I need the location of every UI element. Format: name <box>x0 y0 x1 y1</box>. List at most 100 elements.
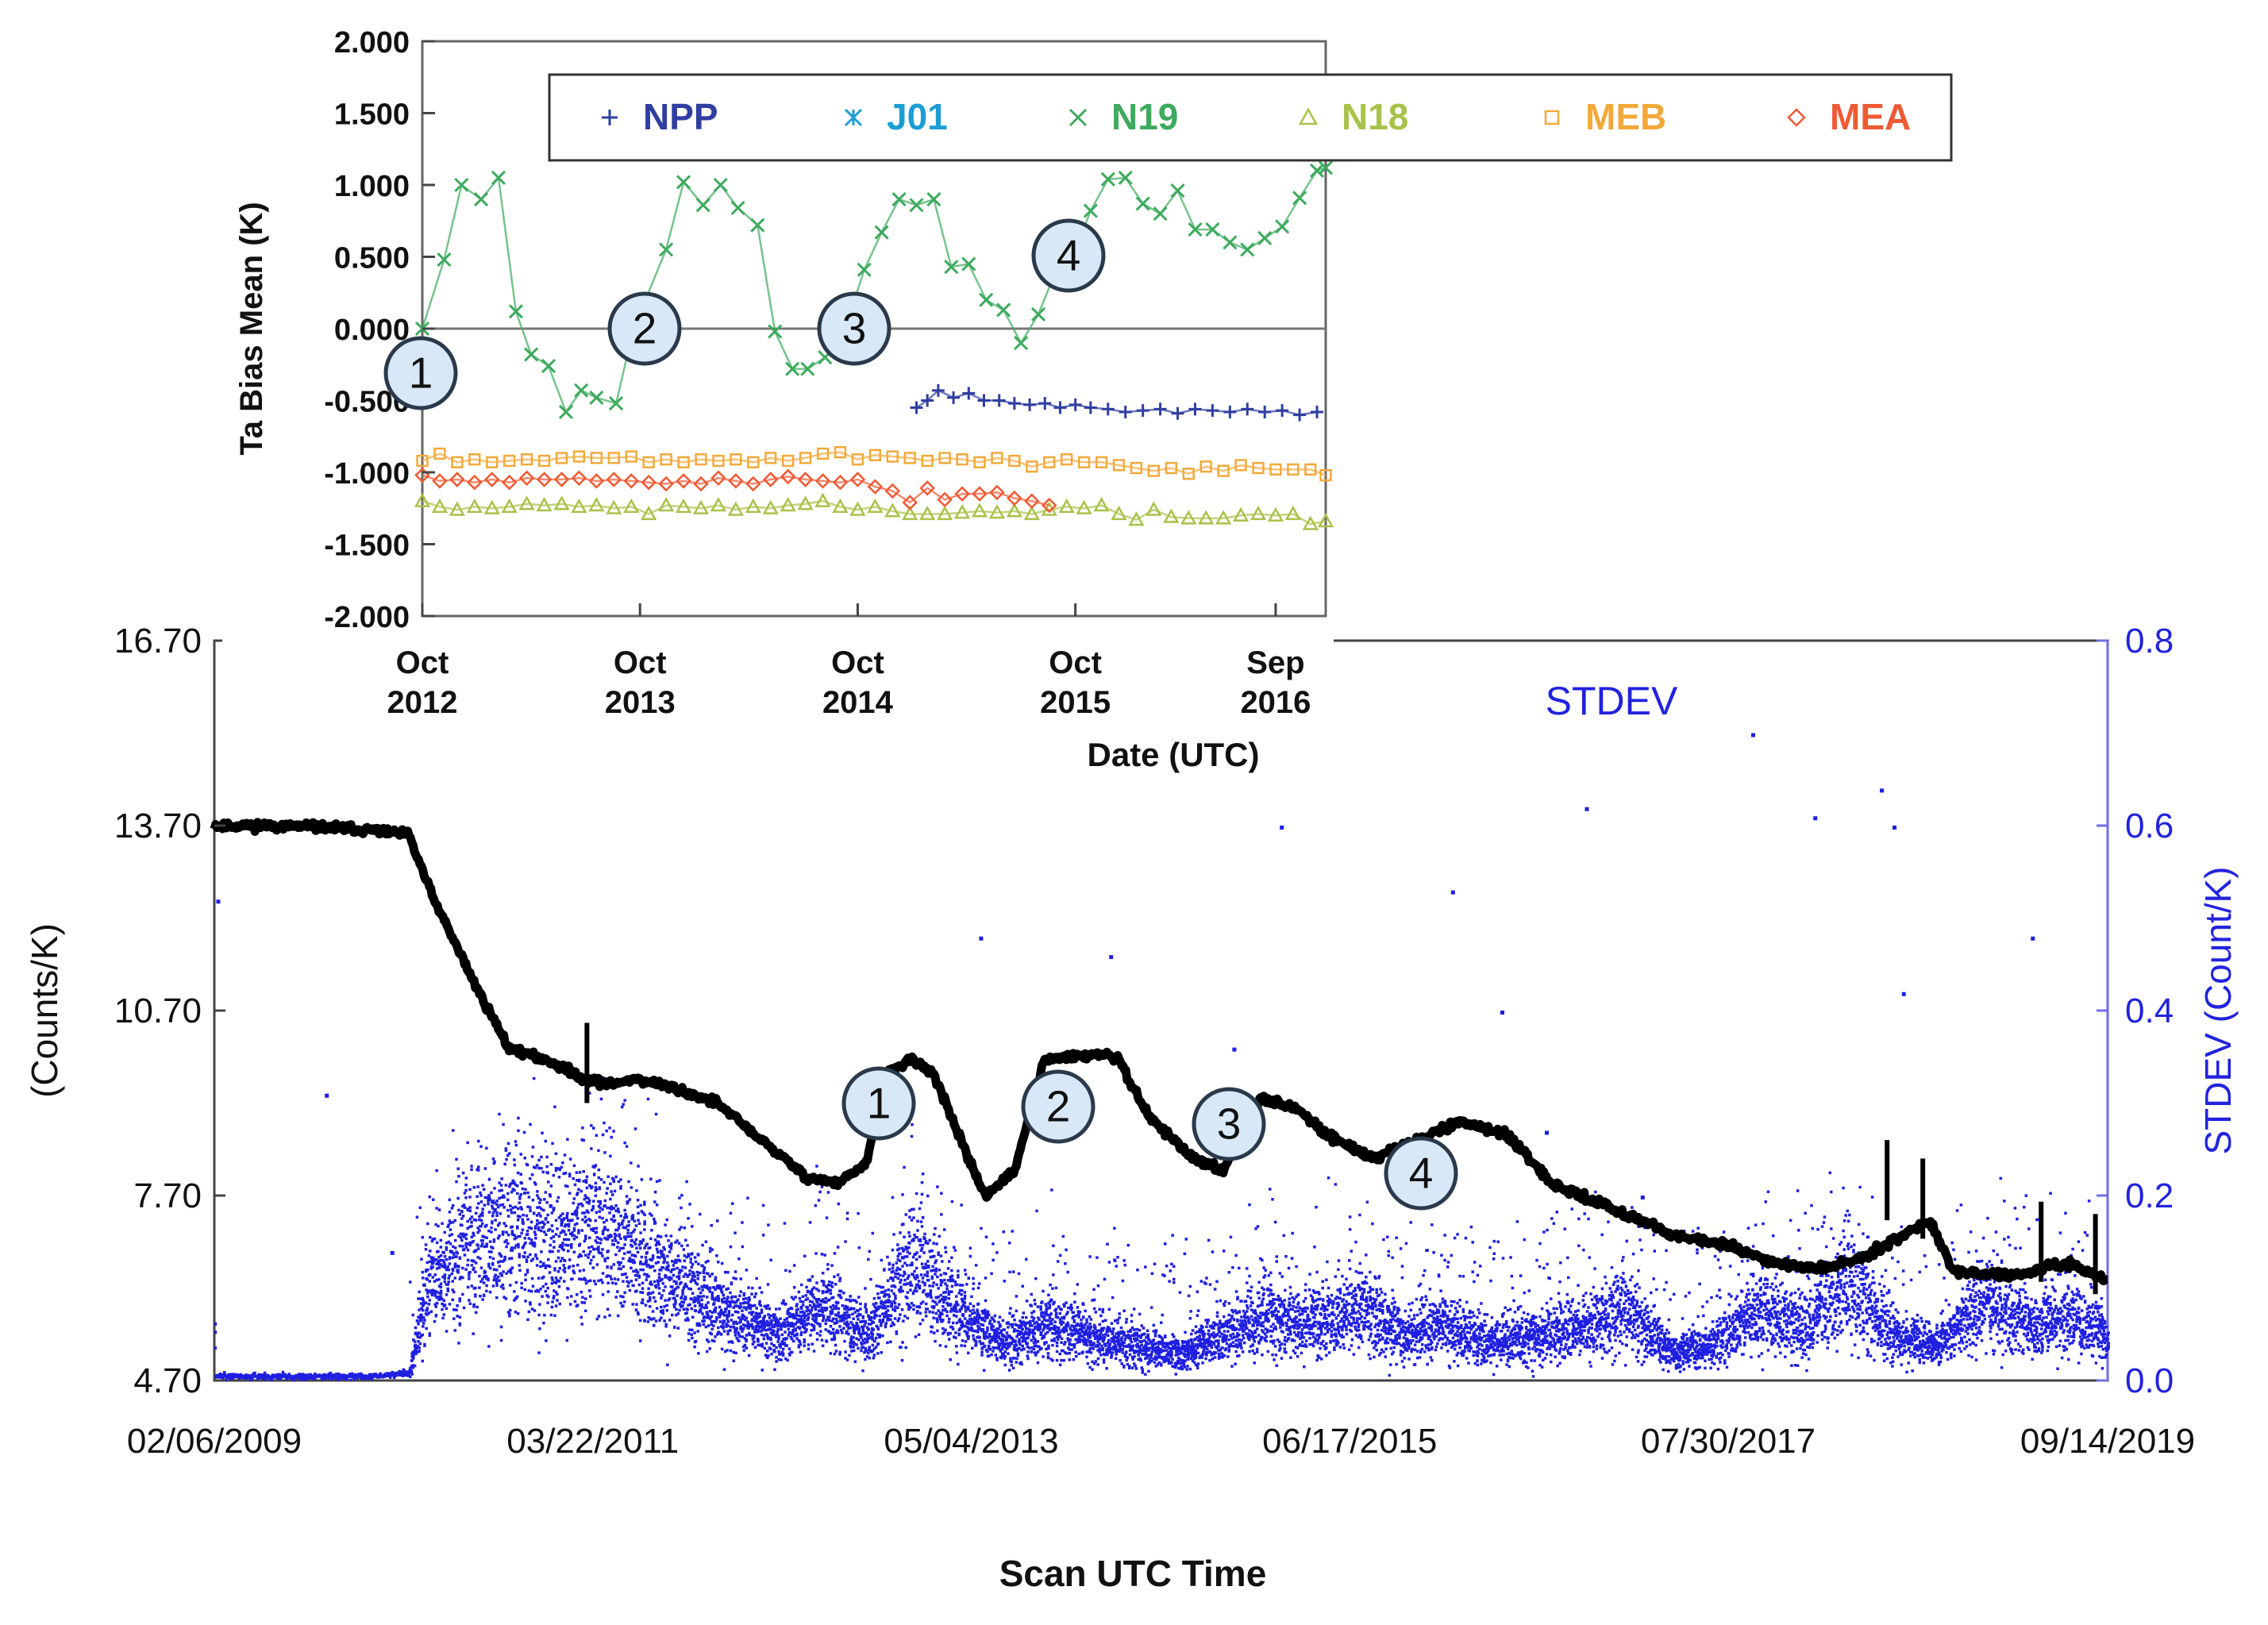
point-mea <box>919 480 935 496</box>
bottom-y2-tick-label: 0.6 <box>2125 807 2174 845</box>
point-n18 <box>953 504 971 519</box>
top-y-tick-label: -2.000 <box>324 601 410 634</box>
point-n18 <box>536 497 553 512</box>
point-npp <box>1007 397 1021 410</box>
point-n18 <box>588 497 605 512</box>
point-mea <box>693 476 709 492</box>
point-meb <box>764 452 777 464</box>
point-n18 <box>1284 505 1301 521</box>
bottom-data-marks <box>210 733 2111 1382</box>
point-mea <box>849 472 866 487</box>
top-x-tick-label-year: 2016 <box>1240 685 1311 720</box>
legend-box <box>548 73 1953 162</box>
point-meb <box>1130 461 1143 475</box>
top-y-tick-label: 0.500 <box>334 242 410 275</box>
point-n19 <box>713 177 728 193</box>
bottom-y-tick-label: 4.70 <box>133 1361 202 1400</box>
bottom-x-axis-title: Scan UTC Time <box>999 1553 1267 1594</box>
point-meb <box>730 453 742 466</box>
point-mea <box>536 472 553 487</box>
point-mea <box>954 486 970 502</box>
bottom-annotation-3: 3 <box>1217 1099 1242 1148</box>
point-npp <box>1171 406 1184 420</box>
bottom-y-axis-title: (Counts/K) <box>24 923 65 1098</box>
point-n18 <box>988 504 1006 519</box>
point-meb <box>607 452 620 464</box>
point-npp <box>1084 401 1097 414</box>
point-n18 <box>867 498 884 514</box>
bottom-annotation-4: 4 <box>1409 1148 1434 1197</box>
top-axis-ticks: 2.0001.5001.0000.5000.000-0.500-1.000-1.… <box>324 26 1311 720</box>
bottom-annotation-1-circle <box>841 1066 916 1141</box>
series-gain <box>210 818 2111 1286</box>
point-n19 <box>1188 222 1203 237</box>
top-annotation-4: 4 <box>1057 230 1081 279</box>
point-mea <box>588 473 605 489</box>
top-y-tick-label: 1.000 <box>334 170 410 203</box>
bottom-annotation-4-circle <box>1384 1136 1458 1211</box>
point-n19 <box>857 262 872 277</box>
point-npp <box>1206 404 1219 418</box>
point-n18 <box>1215 510 1232 525</box>
point-npp <box>977 394 991 407</box>
point-n18 <box>902 505 918 521</box>
bottom-x-tick-label: 02/06/2009 <box>127 1422 302 1461</box>
point-n18 <box>692 499 710 514</box>
point-n19 <box>676 175 691 190</box>
point-n18 <box>641 505 657 521</box>
bottom-y-tick-label: 7.70 <box>133 1176 202 1215</box>
point-mea <box>1024 493 1040 509</box>
top-annotation-1: 1 <box>409 348 433 397</box>
point-n19 <box>730 200 745 216</box>
point-meb <box>1077 456 1091 468</box>
bottom-y-tick-label: 16.70 <box>114 622 202 660</box>
point-npp <box>1119 405 1132 418</box>
point-n18 <box>797 495 814 510</box>
point-meb <box>886 450 899 463</box>
series-line-mea <box>422 474 1049 506</box>
point-mea <box>1041 497 1057 514</box>
point-n19 <box>695 198 710 213</box>
point-meb <box>468 453 481 466</box>
point-n19 <box>1240 242 1255 257</box>
top-x-tick-label-month: Oct <box>396 645 449 680</box>
bottom-annotations: 1 2 3 4 <box>841 1066 1458 1211</box>
point-n19 <box>1100 171 1115 187</box>
point-n18 <box>727 501 744 516</box>
point-n19 <box>524 347 539 362</box>
point-n18 <box>1198 510 1215 525</box>
point-mea <box>867 479 884 495</box>
point-meb <box>1199 460 1212 473</box>
point-meb <box>1061 453 1073 466</box>
point-meb <box>991 452 1003 464</box>
point-n18 <box>1076 499 1092 514</box>
top-x-tick-label-month: Oct <box>1049 645 1102 680</box>
point-npp <box>1293 408 1307 422</box>
legend-label-n18: N18 <box>1342 96 1408 137</box>
point-n18 <box>466 498 483 514</box>
point-npp <box>1241 402 1254 416</box>
legend-marker-meb <box>1544 110 1560 125</box>
point-meb <box>851 453 864 466</box>
point-npp <box>962 387 976 400</box>
top-x-tick-label-year: 2012 <box>387 685 458 720</box>
point-npp <box>1053 401 1067 414</box>
point-n19 <box>541 358 556 374</box>
point-mea <box>658 476 674 492</box>
point-npp <box>1101 402 1115 416</box>
point-meb <box>1319 468 1332 482</box>
point-meb <box>1269 463 1282 476</box>
point-n18 <box>971 503 988 518</box>
point-n19 <box>1153 206 1168 221</box>
point-n19 <box>768 324 783 339</box>
point-npp <box>931 383 945 397</box>
point-n19 <box>1309 163 1325 178</box>
point-meb <box>416 454 429 468</box>
top-x-tick-label-month: Oct <box>831 645 884 680</box>
top-x-tick-label-year: 2014 <box>822 685 894 720</box>
top-annotation-4-circle <box>1031 218 1106 293</box>
point-n19 <box>491 170 506 186</box>
point-n19 <box>891 192 907 207</box>
point-n18 <box>1023 505 1040 521</box>
